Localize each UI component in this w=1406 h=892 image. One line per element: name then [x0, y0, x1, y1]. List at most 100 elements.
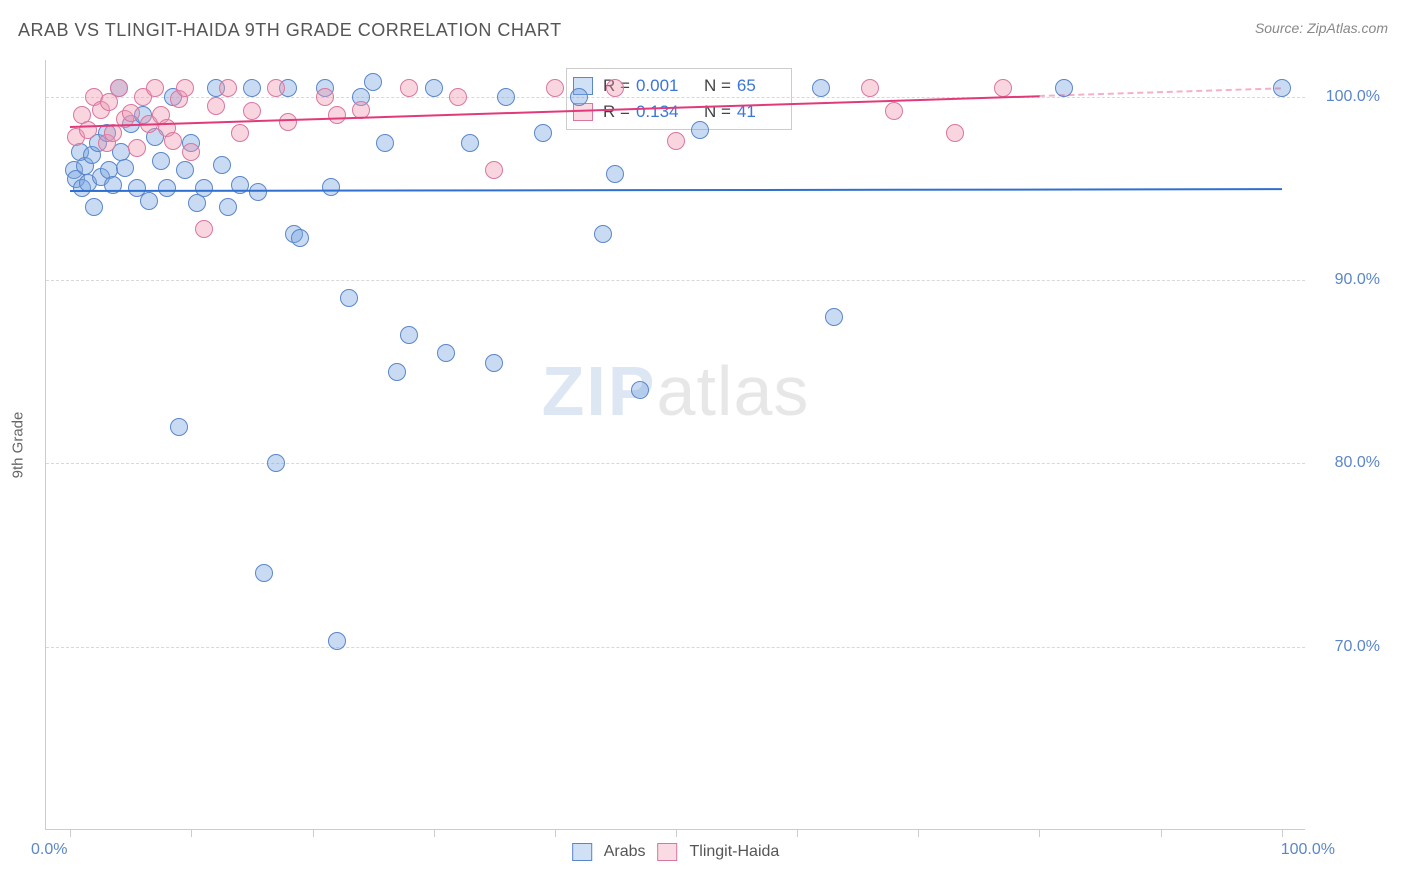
data-point [400, 79, 418, 97]
data-point [255, 564, 273, 582]
data-point [425, 79, 443, 97]
stat-value-r: 0.134 [636, 102, 686, 122]
data-point [594, 225, 612, 243]
data-point [328, 106, 346, 124]
data-point [691, 121, 709, 139]
stats-legend-box: R =0.001N =65R =0.134N =41 [566, 68, 792, 130]
data-point [231, 124, 249, 142]
stat-label-n: N = [704, 76, 731, 96]
data-point [861, 79, 879, 97]
x-tick [70, 829, 71, 837]
data-point [279, 113, 297, 131]
data-point [140, 192, 158, 210]
data-point [994, 79, 1012, 97]
y-tick-label: 70.0% [1310, 638, 1380, 656]
data-point [267, 79, 285, 97]
data-point [340, 289, 358, 307]
data-point [328, 632, 346, 650]
x-tick [1039, 829, 1040, 837]
gridline [46, 647, 1305, 648]
data-point [195, 220, 213, 238]
data-point [546, 79, 564, 97]
data-point [176, 161, 194, 179]
data-point [267, 454, 285, 472]
data-point [110, 79, 128, 97]
data-point [85, 198, 103, 216]
stat-value-r: 0.001 [636, 76, 686, 96]
legend-swatch [572, 843, 592, 861]
scatter-plot: 9th Grade ZIPatlas 0.0% 100.0% R =0.001N… [45, 60, 1305, 830]
data-point [249, 183, 267, 201]
data-point [243, 79, 261, 97]
data-point [122, 104, 140, 122]
data-point [812, 79, 830, 97]
gridline [46, 463, 1305, 464]
legend-label: Arabs [604, 843, 646, 861]
x-tick [434, 829, 435, 837]
data-point [322, 178, 340, 196]
data-point [364, 73, 382, 91]
data-point [128, 139, 146, 157]
data-point [170, 418, 188, 436]
data-point [219, 79, 237, 97]
data-point [291, 229, 309, 247]
chart-title: ARAB VS TLINGIT-HAIDA 9TH GRADE CORRELAT… [18, 20, 562, 41]
data-point [570, 88, 588, 106]
x-axis-min-label: 0.0% [31, 841, 67, 859]
y-tick-label: 80.0% [1310, 454, 1380, 472]
data-point [437, 344, 455, 362]
stat-label-r: R = [603, 102, 630, 122]
data-point [485, 354, 503, 372]
stats-row: R =0.001N =65 [573, 73, 785, 99]
legend-swatch [573, 103, 593, 121]
data-point [400, 326, 418, 344]
data-point [195, 179, 213, 197]
data-point [606, 165, 624, 183]
watermark-atlas: atlas [657, 352, 810, 430]
y-axis-title: 9th Grade [10, 411, 27, 478]
data-point [885, 102, 903, 120]
x-tick [797, 829, 798, 837]
x-tick [191, 829, 192, 837]
data-point [104, 124, 122, 142]
regression-line [70, 188, 1282, 192]
data-point [946, 124, 964, 142]
x-tick [555, 829, 556, 837]
gridline [46, 97, 1305, 98]
watermark: ZIPatlas [542, 351, 810, 431]
legend-label: Tlingit-Haida [689, 843, 779, 861]
data-point [207, 97, 225, 115]
data-point [534, 124, 552, 142]
x-tick [918, 829, 919, 837]
data-point [667, 132, 685, 150]
data-point [164, 132, 182, 150]
data-point [116, 159, 134, 177]
data-point [316, 88, 334, 106]
source-label: Source: ZipAtlas.com [1255, 20, 1388, 36]
data-point [152, 152, 170, 170]
data-point [79, 121, 97, 139]
x-tick [1161, 829, 1162, 837]
series-legend: Arabs Tlingit-Haida [572, 843, 780, 861]
x-axis-max-label: 100.0% [1281, 841, 1335, 859]
legend-swatch [657, 843, 677, 861]
data-point [158, 179, 176, 197]
stat-value-n: 65 [737, 76, 767, 96]
data-point [176, 79, 194, 97]
x-tick [1282, 829, 1283, 837]
data-point [485, 161, 503, 179]
data-point [243, 102, 261, 120]
data-point [461, 134, 479, 152]
stats-row: R =0.134N =41 [573, 99, 785, 125]
data-point [213, 156, 231, 174]
gridline [46, 280, 1305, 281]
data-point [182, 143, 200, 161]
x-tick [313, 829, 314, 837]
data-point [606, 79, 624, 97]
data-point [497, 88, 515, 106]
y-tick-label: 100.0% [1310, 88, 1380, 106]
data-point [825, 308, 843, 326]
data-point [146, 79, 164, 97]
y-tick-label: 90.0% [1310, 271, 1380, 289]
data-point [449, 88, 467, 106]
